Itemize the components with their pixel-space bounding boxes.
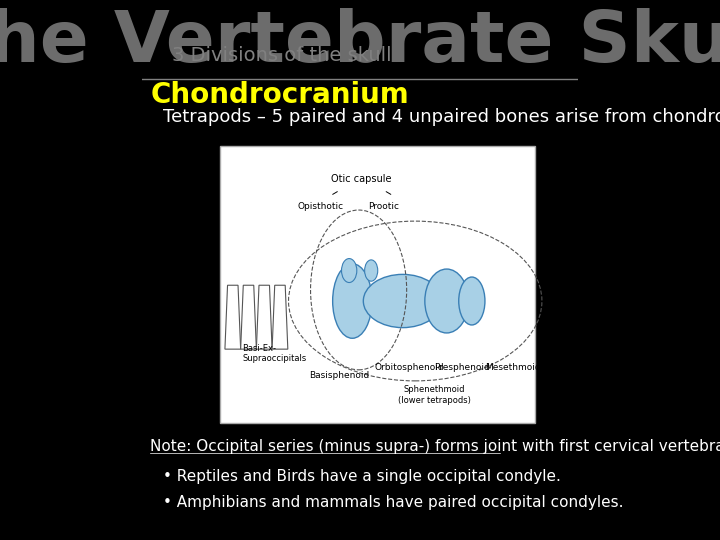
Text: Otic capsule: Otic capsule <box>331 174 392 184</box>
Text: Chondrocranium: Chondrocranium <box>150 82 409 109</box>
Polygon shape <box>225 285 240 349</box>
Ellipse shape <box>333 264 372 338</box>
Ellipse shape <box>425 269 469 333</box>
Text: Orbitosphenoid: Orbitosphenoid <box>374 363 444 372</box>
Text: Prootic: Prootic <box>368 202 400 211</box>
Ellipse shape <box>459 277 485 325</box>
Text: • Amphibians and mammals have paired occipital condyles.: • Amphibians and mammals have paired occ… <box>163 495 624 510</box>
Ellipse shape <box>341 259 357 282</box>
Ellipse shape <box>364 260 378 281</box>
Polygon shape <box>240 285 256 349</box>
Text: The Vertebrate Skull: The Vertebrate Skull <box>0 8 720 77</box>
Text: Tetrapods – 5 paired and 4 unpaired bones arise from chondrocranium: Tetrapods – 5 paired and 4 unpaired bone… <box>163 107 720 126</box>
Polygon shape <box>256 285 272 349</box>
Text: Basisphenoid: Basisphenoid <box>310 372 370 380</box>
Text: Presphenoid: Presphenoid <box>435 363 490 372</box>
Polygon shape <box>272 285 288 349</box>
Text: Mesethmoid: Mesethmoid <box>485 363 541 372</box>
Text: 3 Divisions of the skull: 3 Divisions of the skull <box>172 46 392 65</box>
Ellipse shape <box>364 274 442 328</box>
FancyBboxPatch shape <box>220 146 535 423</box>
Text: • Reptiles and Birds have a single occipital condyle.: • Reptiles and Birds have a single occip… <box>163 469 562 484</box>
Text: Sphenethmoid
(lower tetrapods): Sphenethmoid (lower tetrapods) <box>397 386 471 405</box>
Text: Opisthotic: Opisthotic <box>298 202 344 211</box>
Text: Note: Occipital series (minus supra-) forms joint with first cervical vertebra:: Note: Occipital series (minus supra-) fo… <box>150 440 720 454</box>
Text: Basi-Ex-
Supraoccipitals: Basi-Ex- Supraoccipitals <box>242 344 307 363</box>
